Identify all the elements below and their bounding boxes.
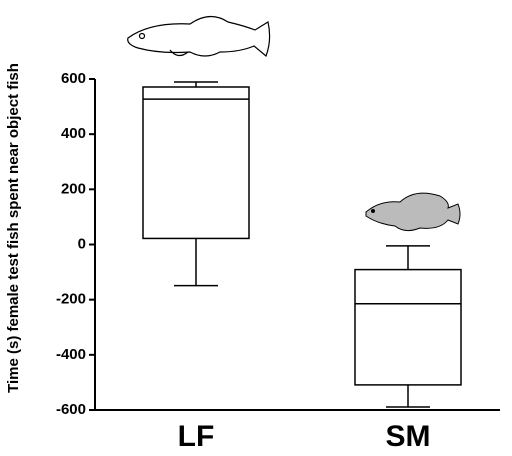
box [143,87,249,238]
x-tick-label: LF [178,420,215,453]
y-tick-label: 400 [61,125,86,142]
y-axis-label: Time (s) female test fish spent near obj… [5,63,22,393]
y-tick-label: -600 [56,401,86,418]
y-tick-label: -200 [56,291,86,308]
y-tick-label: -400 [56,346,86,363]
chart: Time (s) female test fish spent near obj… [0,0,512,456]
y-tick-label: 0 [78,235,86,252]
y-tick-label: 200 [61,180,86,197]
fish-icon-large [128,16,270,56]
fish-icon-small [366,193,460,230]
x-tick-label: SM [386,420,431,453]
box [355,270,461,385]
y-tick-label: 600 [61,70,86,87]
